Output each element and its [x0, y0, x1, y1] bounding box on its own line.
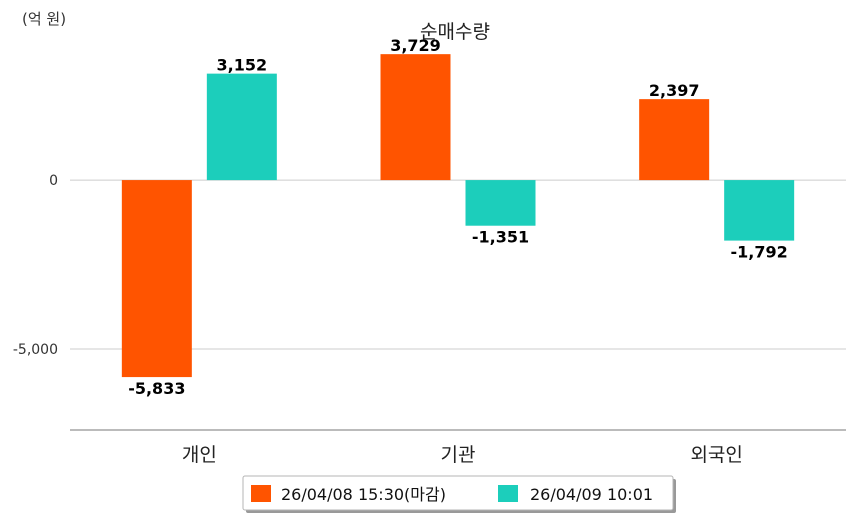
legend-swatch-series-1 — [251, 485, 271, 502]
grid-lines — [70, 179, 846, 350]
unit-label: (억 원) — [22, 10, 66, 28]
legend: 26/04/08 15:30(마감) 26/04/09 10:01 — [242, 475, 676, 513]
y-axis-ticks: 0 -5,000 — [13, 173, 58, 358]
x-tick-label: 개인 — [182, 444, 217, 466]
x-tick-label: 기관 — [441, 444, 476, 466]
data-label: 3,152 — [217, 56, 268, 75]
data-label: 3,729 — [390, 36, 441, 55]
legend-swatch-series-2 — [498, 485, 518, 502]
legend-box-face — [242, 475, 674, 511]
bars — [121, 54, 795, 378]
x-tick-label: 외국인 — [690, 444, 742, 466]
data-label: 2,397 — [649, 81, 700, 100]
bar-series-1 — [639, 99, 710, 181]
data-labels: -5,833 3,152 3,729 -1,351 2,397 -1,792 — [128, 36, 788, 398]
bar-series-1 — [380, 54, 451, 181]
bar-series-2 — [465, 180, 536, 226]
bar-series-2 — [206, 73, 277, 181]
legend-label-series-2: 26/04/09 10:01 — [530, 485, 653, 504]
x-axis-ticks: 개인 기관 외국인 — [182, 444, 743, 466]
chart-title: 순매수량 — [420, 21, 490, 43]
y-tick-label: -5,000 — [13, 342, 58, 358]
data-label: -5,833 — [128, 379, 185, 398]
data-label: -1,351 — [472, 228, 529, 247]
bar-series-2 — [724, 180, 795, 241]
legend-label-series-1: 26/04/08 15:30(마감) — [281, 485, 446, 504]
bar-series-1 — [121, 180, 192, 378]
y-tick-label: 0 — [49, 173, 58, 189]
data-label: -1,792 — [731, 243, 788, 262]
